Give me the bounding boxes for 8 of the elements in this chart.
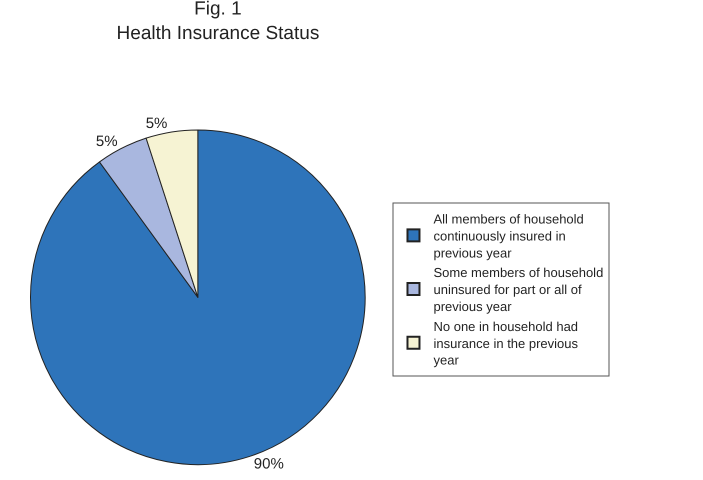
chart-subtitle: Health Insurance Status bbox=[116, 23, 320, 44]
data-label: 90% bbox=[254, 456, 284, 473]
legend-label: Some members of household uninsured for part or all of previous year bbox=[433, 265, 604, 314]
chart-title: Fig. 1 bbox=[194, 0, 242, 20]
data-label: 5% bbox=[96, 132, 118, 150]
legend-label: No one in household had insurance in the previous year bbox=[433, 318, 579, 368]
legend-label: All members of household continuously insured in previous year bbox=[433, 212, 584, 260]
data-label: 5% bbox=[146, 115, 168, 132]
